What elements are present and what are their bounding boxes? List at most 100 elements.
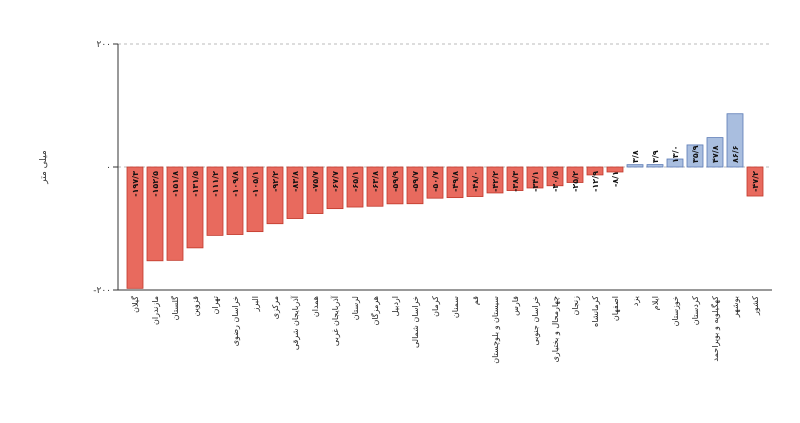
category-label: تهران	[211, 296, 220, 314]
category-label: یزد	[631, 296, 640, 306]
bar	[286, 166, 304, 219]
category-label: همدان	[311, 296, 320, 317]
data-label: -۱۳۱/۵	[191, 171, 200, 197]
bar	[346, 166, 364, 208]
data-label: -۳۴/۱	[531, 171, 540, 192]
bar	[506, 166, 524, 191]
bar	[546, 166, 564, 187]
category-labels: گیلان مازندران گلستان قزوین تهران خراسان رضوی…	[130, 295, 760, 364]
bar	[586, 166, 604, 176]
data-label: -۱۰۹/۸	[231, 171, 240, 197]
category-label: قزوین	[191, 296, 200, 317]
bar	[666, 158, 684, 168]
category-label: بوشهر	[731, 296, 740, 318]
bar	[686, 144, 704, 168]
category-label: کشور	[751, 296, 760, 316]
data-label: -۵۰/۷	[431, 171, 440, 192]
bar	[486, 166, 504, 194]
data-label: -۶۵/۱	[351, 171, 360, 192]
bar	[626, 164, 644, 168]
bar	[246, 166, 264, 233]
category-label: خراسان شمالی	[411, 296, 420, 348]
bar	[306, 166, 324, 214]
bar	[746, 166, 764, 197]
category-label: البرز	[251, 296, 260, 312]
category-label: خراسان رضوی	[231, 296, 240, 346]
data-label: -۲۵/۲	[571, 171, 580, 192]
data-label: ۴۷/۸	[711, 145, 720, 163]
data-label: ۱۳/۰	[671, 145, 680, 163]
y-tick-label: ۰	[106, 163, 111, 173]
bar	[366, 166, 384, 207]
data-label: -۱۲/۹	[591, 171, 600, 192]
category-label: اردبیل	[391, 296, 400, 316]
category-label: کرمان	[431, 296, 440, 317]
data-label: -۷۵/۷	[311, 171, 320, 192]
category-label: گیلان	[130, 296, 140, 313]
category-label: مازندران	[151, 296, 160, 325]
data-label: -۳۰/۵	[551, 171, 560, 192]
bar	[326, 166, 344, 210]
data-label: -۱۵۱/۸	[171, 171, 180, 197]
bar	[646, 164, 664, 168]
data-label: -۱۰۵/۱	[251, 171, 260, 197]
y-tick-label: ۲۰۰	[96, 40, 111, 50]
bar	[446, 166, 464, 199]
data-label: -۱۹۷/۳	[131, 171, 140, 197]
category-label: فارس	[511, 296, 520, 316]
bar	[426, 166, 444, 199]
data-label: -۱۵۲/۵	[151, 171, 160, 197]
bar	[206, 166, 224, 236]
bar-series: -۱۹۷/۳ -۱۵۲/۵ -۱۵۱/۸ -۱۳۱/۵ -۱۱۱/۲ -۱۰۹/۸ -۱۰۵…	[126, 113, 764, 289]
data-label: -۶۳/۸	[371, 171, 380, 192]
bar	[166, 166, 184, 261]
bar	[226, 166, 244, 235]
category-label: کهگیلویه و بویراحمد	[710, 296, 720, 362]
bar	[186, 166, 204, 249]
category-label: سمنان	[451, 296, 460, 318]
category-label: قم	[471, 296, 480, 305]
bar	[706, 137, 724, 168]
data-label: -۴۷/۲	[751, 171, 760, 192]
category-label: خوزستان	[671, 296, 680, 326]
category-label: اصفهان	[611, 296, 620, 321]
category-label: کردستان	[691, 296, 700, 325]
data-label: -۸۳/۸	[291, 171, 300, 192]
bar	[146, 166, 164, 262]
bar	[566, 166, 584, 183]
category-label: مرکزی	[271, 296, 280, 319]
category-label: ایلام	[651, 296, 660, 310]
bar	[266, 166, 284, 225]
data-label: -۸/۱	[611, 171, 620, 187]
data-label: ۳/۹	[651, 150, 660, 163]
category-label: لرستان	[351, 296, 360, 320]
axes: ۲۰۰ ۰ -۲۰۰ میلی متر	[39, 40, 772, 296]
bar	[606, 166, 624, 173]
data-label: ۳/۸	[631, 150, 640, 163]
y-tick-label: -۲۰۰	[93, 286, 111, 296]
category-label: آذربایجان شرقی	[290, 295, 300, 350]
data-label: -۱۱۱/۲	[211, 171, 220, 197]
category-label: هرمزگان	[370, 296, 380, 325]
data-label: -۴۹/۸	[451, 171, 460, 192]
y-axis-label: میلی متر	[39, 150, 49, 185]
bar	[406, 166, 424, 205]
bar	[526, 166, 544, 189]
category-label: چهارمحال و بختیاری	[551, 296, 560, 362]
category-label: کرمانشاه	[591, 296, 600, 327]
data-label: -۴۸/۰	[471, 171, 480, 192]
bar	[386, 166, 404, 205]
bar	[126, 166, 144, 289]
category-label: خراسان جنوبی	[531, 296, 540, 346]
data-label: -۳۸/۳	[511, 171, 520, 192]
data-label: -۴۲/۲	[491, 171, 500, 192]
data-label: ۳۵/۹	[691, 145, 700, 163]
data-label: ۸۶/۶	[731, 145, 740, 163]
category-label: آذربایجان غربی	[330, 295, 340, 346]
category-label: زنجان	[571, 296, 580, 316]
data-label: -۵۹/۷	[411, 171, 420, 192]
bar	[466, 166, 484, 197]
category-label: سیستان و بلوچستان	[491, 296, 500, 364]
data-label: -۵۹/۹	[391, 171, 400, 192]
